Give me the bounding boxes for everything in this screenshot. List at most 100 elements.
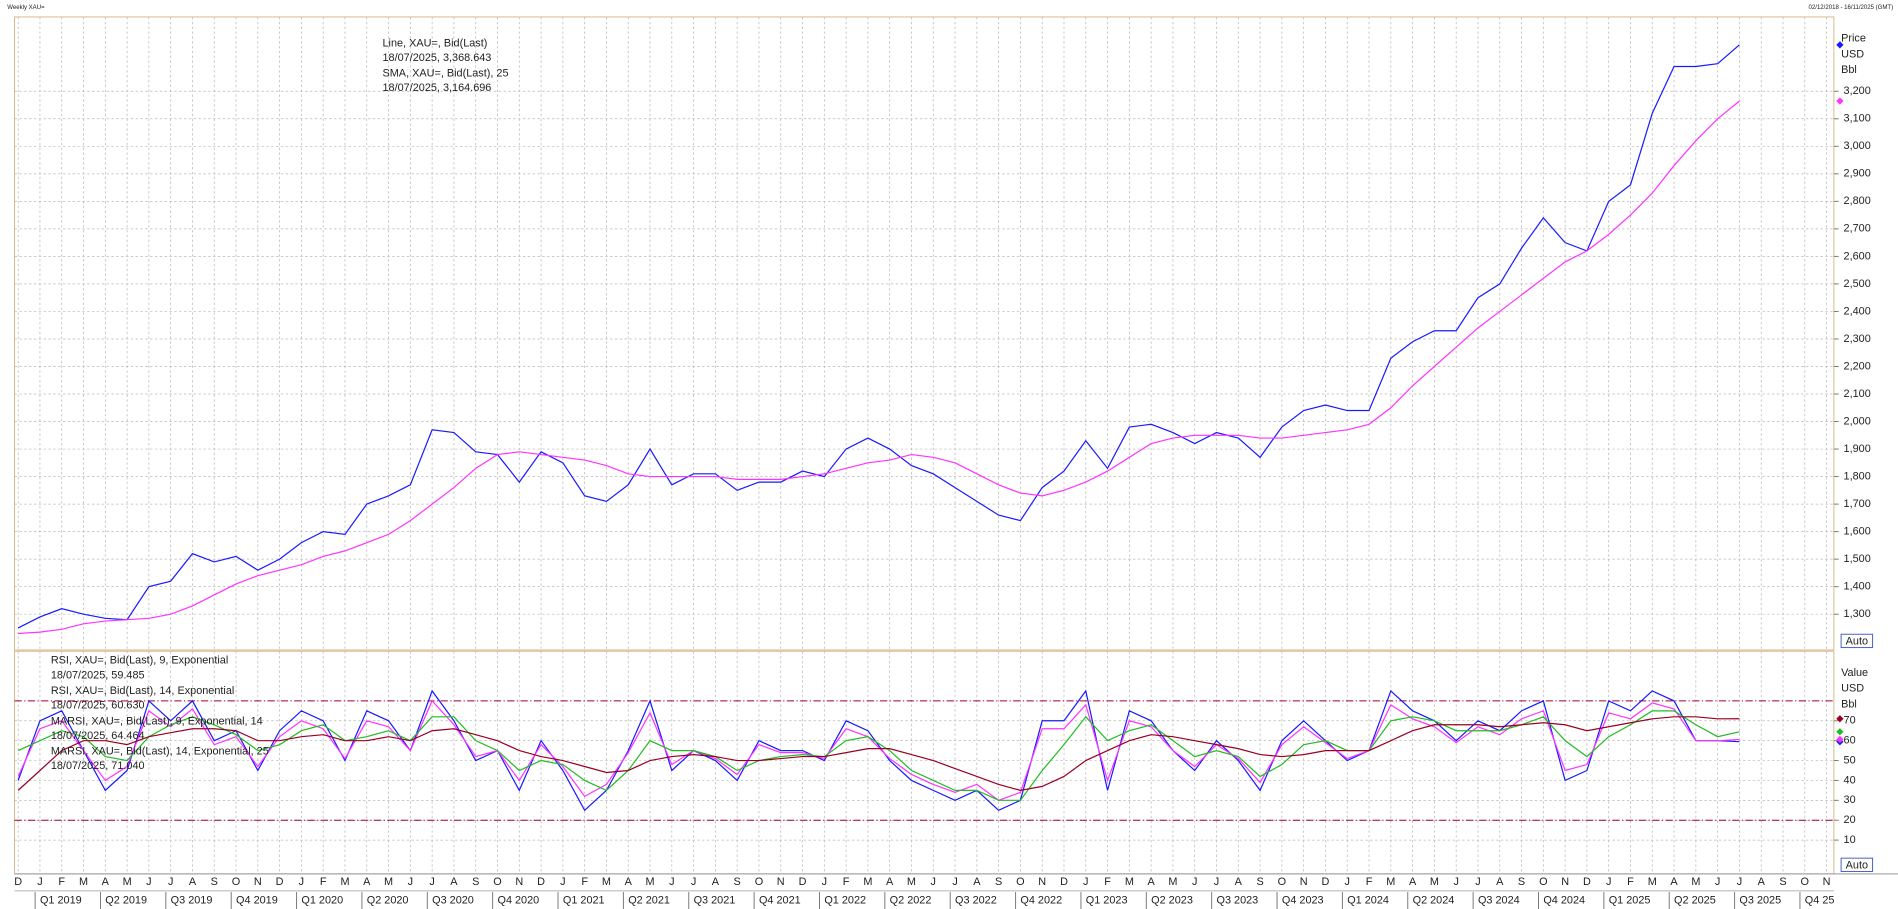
x-tick-label: F xyxy=(320,876,327,888)
y-tick-label: 2,100 xyxy=(1844,388,1871,400)
legend-last-value: 18/07/2025, 64.464 xyxy=(51,730,145,742)
x-tick-label: O xyxy=(1539,876,1547,888)
x-tick-label: J xyxy=(146,876,151,888)
x-tick-label: J xyxy=(952,876,957,888)
axis-unit: USD xyxy=(1841,48,1864,60)
quarter-label: Q2 2022 xyxy=(890,894,932,906)
x-tick-label: F xyxy=(1104,876,1111,888)
quarter-label: Q1 2024 xyxy=(1347,894,1389,906)
date-range: 02/12/2018 - 16/11/2025 (GMT) xyxy=(1809,5,1894,11)
x-tick-label: O xyxy=(1801,876,1809,888)
x-tick-label: J xyxy=(429,876,434,888)
last-value-marker xyxy=(1836,728,1844,736)
x-tick-label: N xyxy=(1561,876,1569,888)
x-tick-label: J xyxy=(1453,876,1458,888)
x-tick-label: S xyxy=(472,876,479,888)
auto-button-label[interactable]: Auto xyxy=(1846,859,1868,871)
x-tick-label: A xyxy=(712,876,720,888)
x-tick-label: A xyxy=(625,876,633,888)
y-tick-label: 1,800 xyxy=(1844,470,1871,482)
axis-unit: Price xyxy=(1841,33,1866,45)
quarter-label: Q2 2023 xyxy=(1151,894,1193,906)
auto-button-label[interactable]: Auto xyxy=(1846,635,1868,647)
legend-label: SMA, XAU=, Bid(Last), 25 xyxy=(383,68,509,80)
x-tick-label: F xyxy=(58,876,65,888)
x-tick-label: J xyxy=(168,876,173,888)
quarter-label: Q4 2024 xyxy=(1543,894,1585,906)
x-tick-label: A xyxy=(1409,876,1417,888)
x-tick-label: A xyxy=(1235,876,1243,888)
x-tick-label: S xyxy=(211,876,218,888)
x-tick-label: F xyxy=(843,876,850,888)
series-line xyxy=(17,689,1740,812)
quarter-label: Q4 2020 xyxy=(497,894,539,906)
auto-button[interactable] xyxy=(1840,633,1874,649)
x-tick-label: J xyxy=(1606,876,1611,888)
quarter-label: Q4 2022 xyxy=(1020,894,1062,906)
x-tick-label: S xyxy=(1779,876,1786,888)
x-tick-label: D xyxy=(799,876,807,888)
axis-unit: USD xyxy=(1841,683,1864,695)
x-tick-label: J xyxy=(1083,876,1088,888)
axis-unit: Bbl xyxy=(1841,698,1857,710)
x-tick-label: N xyxy=(254,876,262,888)
auto-button[interactable] xyxy=(1840,857,1874,872)
legend-last-value: 18/07/2025, 3,164.696 xyxy=(383,82,492,94)
last-value-marker xyxy=(1836,735,1844,744)
x-tick-label: M xyxy=(1430,876,1439,888)
series-line xyxy=(18,100,1740,635)
quarter-label: Q3 2025 xyxy=(1739,894,1781,906)
x-tick-label: J xyxy=(822,876,827,888)
legend-last-value: 18/07/2025, 71.040 xyxy=(51,760,145,772)
last-value-marker xyxy=(1836,97,1844,105)
quarter-label: Q1 2023 xyxy=(1086,894,1128,906)
quarter-label: Q4 25 xyxy=(1805,894,1835,906)
x-tick-label: A xyxy=(886,876,894,888)
y-tick-label: 50 xyxy=(1844,754,1856,766)
x-tick-label: A xyxy=(102,876,110,888)
legend-label: Line, XAU=, Bid(Last) xyxy=(383,37,488,49)
x-tick-label: S xyxy=(734,876,741,888)
x-tick-label: N xyxy=(777,876,785,888)
price-panel xyxy=(14,16,1835,651)
y-tick-label: 30 xyxy=(1844,794,1856,806)
x-tick-label: J xyxy=(931,876,936,888)
x-tick-label: F xyxy=(1627,876,1634,888)
x-tick-label: J xyxy=(669,876,674,888)
legend-label: RSI, XAU=, Bid(Last), 14, Exponential xyxy=(51,685,234,697)
x-tick-label: S xyxy=(995,876,1002,888)
y-tick-label: 20 xyxy=(1844,814,1856,826)
x-tick-label: N xyxy=(1038,876,1046,888)
x-tick-label: A xyxy=(1670,876,1678,888)
x-tick-label: J xyxy=(408,876,413,888)
x-tick-label: M xyxy=(340,876,349,888)
x-tick-label: A xyxy=(450,876,458,888)
x-tick-label: O xyxy=(1016,876,1024,888)
y-tick-label: 1,600 xyxy=(1844,526,1871,538)
x-tick-label: D xyxy=(1060,876,1068,888)
y-tick-label: 1,900 xyxy=(1844,443,1871,455)
x-tick-label: F xyxy=(581,876,588,888)
quarter-label: Q2 2021 xyxy=(628,894,670,906)
y-tick-label: 2,300 xyxy=(1844,333,1871,345)
x-tick-label: M xyxy=(123,876,132,888)
quarter-label: Q4 2021 xyxy=(759,894,801,906)
y-tick-label: 2,700 xyxy=(1844,223,1871,235)
x-tick-label: J xyxy=(560,876,565,888)
series-line xyxy=(17,44,1740,629)
legend-label: MARSI, XAU=, Bid(Last), 14, Exponential,… xyxy=(51,746,269,758)
x-tick-label: N xyxy=(1300,876,1308,888)
x-tick-label: D xyxy=(276,876,284,888)
quarter-label: Q3 2022 xyxy=(955,894,997,906)
y-tick-label: 1,500 xyxy=(1844,553,1871,565)
x-tick-label: M xyxy=(863,876,872,888)
chart-title: Weekly XAU= xyxy=(7,5,45,11)
legend-last-value: 18/07/2025, 3,368.643 xyxy=(383,52,492,64)
quarter-label: Q2 2020 xyxy=(367,894,409,906)
x-tick-label: N xyxy=(1823,876,1831,888)
x-tick-label: J xyxy=(299,876,304,888)
axis-unit: Value xyxy=(1841,667,1868,679)
quarter-label: Q4 2023 xyxy=(1282,894,1324,906)
y-tick-label: 1,400 xyxy=(1844,581,1871,593)
x-tick-label: D xyxy=(1322,876,1330,888)
